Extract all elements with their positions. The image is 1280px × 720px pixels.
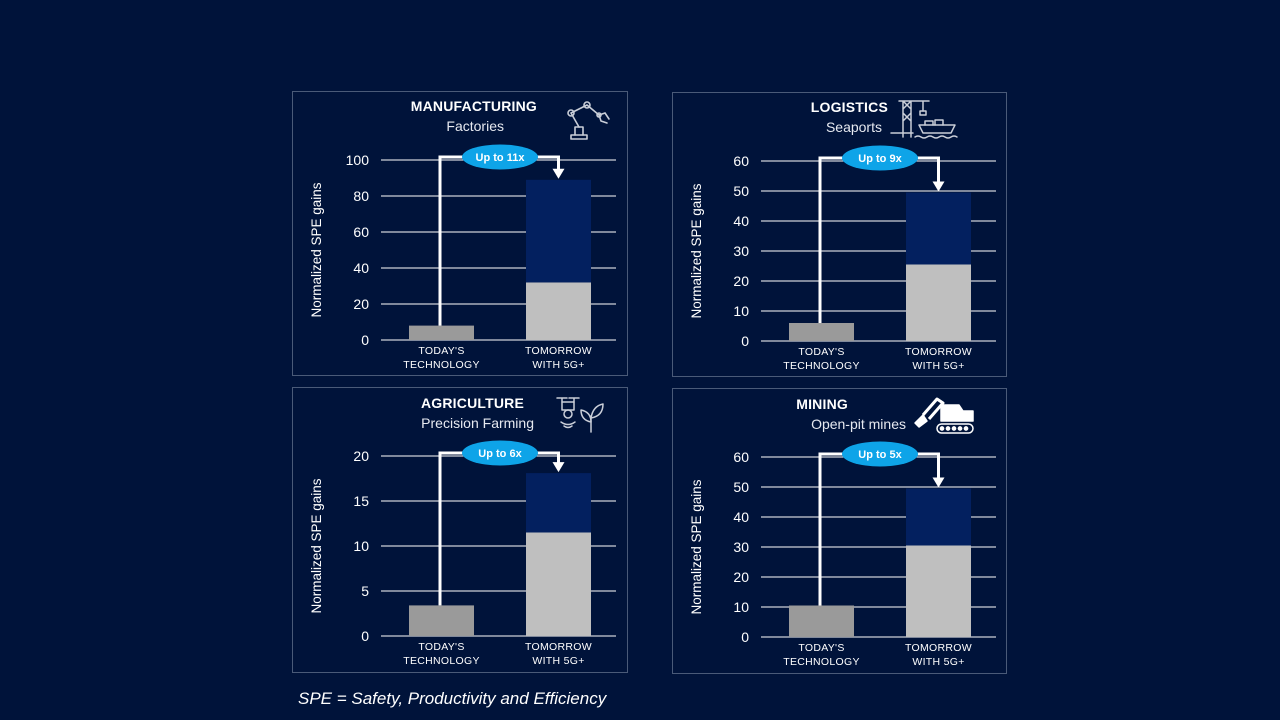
x-category-label: WITH 5G+ — [912, 656, 964, 668]
x-category-label: TODAY'S — [418, 345, 464, 357]
y-tick-label: 15 — [353, 493, 369, 509]
bar-today — [409, 605, 474, 636]
y-axis-label: Normalized SPE gains — [689, 479, 704, 614]
bar-tomorrow-base — [526, 532, 591, 636]
y-tick-label: 10 — [733, 303, 749, 319]
excavator-icon — [914, 397, 974, 434]
x-category-label: WITH 5G+ — [532, 655, 584, 667]
chart-subtitle: Seaports — [825, 119, 882, 135]
y-axis-label: Normalized SPE gains — [309, 182, 324, 317]
growth-badge — [842, 145, 918, 171]
y-axis-label: Normalized SPE gains — [689, 183, 704, 318]
growth-arrowhead — [932, 477, 945, 488]
chart-subtitle: Factories — [446, 118, 504, 134]
y-tick-label: 50 — [733, 479, 749, 495]
y-tick-label: 10 — [353, 538, 369, 554]
chart-subtitle: Precision Farming — [421, 415, 534, 431]
chart-subtitle: Open-pit mines — [811, 416, 906, 432]
chart-manufacturing: 0 20 40 60 80 100 Normalized SPE gains TODAY'S T… — [309, 144, 616, 371]
growth-badge — [462, 144, 538, 170]
x-category-label: TODAY'S — [798, 346, 844, 358]
growth-arrowhead — [932, 181, 945, 192]
chart-title: MANUFACTURING — [410, 98, 537, 114]
robot-arm-icon — [567, 101, 610, 140]
growth-badge — [462, 440, 538, 466]
y-tick-label: 40 — [733, 213, 749, 229]
seaport-crane-icon — [890, 100, 958, 139]
x-category-label: TOMORROW — [905, 642, 972, 654]
y-tick-label: 40 — [733, 509, 749, 525]
growth-badge — [842, 441, 918, 467]
chart-mining: 0 10 20 30 40 50 60 Normalized SPE gains TODAY'S… — [689, 441, 996, 668]
x-category-label: TECHNOLOGY — [783, 360, 860, 372]
y-tick-label: 0 — [361, 332, 369, 348]
chart-panel-logistics: LOGISTICS Seaports 0 10 20 30 40 50 60 Normaliz… — [672, 92, 1007, 377]
y-tick-label: 60 — [733, 449, 749, 465]
y-tick-label: 5 — [361, 583, 369, 599]
drone-plant-icon — [556, 397, 604, 433]
bar-tomorrow-base — [906, 545, 971, 637]
footnote: SPE = Safety, Productivity and Efficienc… — [298, 689, 607, 708]
y-tick-label: 20 — [733, 569, 749, 585]
bar-tomorrow-base — [526, 282, 591, 340]
y-tick-label: 60 — [733, 153, 749, 169]
y-tick-label: 0 — [741, 629, 749, 645]
chart-panel-manufacturing: MANUFACTURING Factories 0 20 40 60 80 100 Norm… — [292, 91, 628, 376]
bar-tomorrow-gain — [526, 473, 591, 533]
chart-agriculture: 0 5 10 15 20 Normalized SPE gains TODAY'S TECHN… — [309, 440, 616, 667]
x-category-label: TOMORROW — [525, 345, 592, 357]
growth-arrowhead — [552, 168, 565, 179]
x-category-label: TECHNOLOGY — [403, 359, 480, 371]
y-tick-label: 60 — [353, 224, 369, 240]
x-category-label: TOMORROW — [905, 346, 972, 358]
growth-badge-label: Up to 9x — [858, 153, 902, 165]
x-category-label: TOMORROW — [525, 641, 592, 653]
x-category-label: WITH 5G+ — [912, 360, 964, 372]
bar-tomorrow-gain — [906, 192, 971, 265]
y-tick-label: 20 — [733, 273, 749, 289]
bar-today — [409, 325, 474, 340]
y-tick-label: 30 — [733, 243, 749, 259]
x-category-label: TODAY'S — [418, 641, 464, 653]
bar-tomorrow-gain — [906, 488, 971, 546]
y-tick-label: 80 — [353, 188, 369, 204]
y-tick-label: 10 — [733, 599, 749, 615]
bar-tomorrow-gain — [526, 179, 591, 283]
y-tick-label: 50 — [733, 183, 749, 199]
y-tick-label: 20 — [353, 296, 369, 312]
chart-panel-mining: MINING Open-pit mines 0 10 20 30 40 50 60 Norma… — [672, 388, 1007, 674]
chart-title: MINING — [796, 396, 848, 412]
chart-logistics: 0 10 20 30 40 50 60 Normalized SPE gains TODAY'S… — [689, 145, 996, 372]
chart-title: AGRICULTURE — [420, 395, 524, 411]
bar-tomorrow-base — [906, 264, 971, 341]
chart-title: LOGISTICS — [810, 99, 888, 115]
y-tick-label: 40 — [353, 260, 369, 276]
chart-panel-agriculture: AGRICULTURE Precision Farming 0 5 10 15 20 No… — [292, 387, 628, 673]
x-category-label: TECHNOLOGY — [403, 655, 480, 667]
x-category-label: TODAY'S — [798, 642, 844, 654]
y-tick-label: 100 — [346, 152, 370, 168]
y-tick-label: 20 — [353, 448, 369, 464]
growth-badge-label: Up to 11x — [476, 152, 526, 164]
y-tick-label: 0 — [741, 333, 749, 349]
y-tick-label: 0 — [361, 628, 369, 644]
growth-badge-label: Up to 6x — [478, 448, 522, 460]
bar-today — [789, 323, 854, 341]
y-tick-label: 30 — [733, 539, 749, 555]
growth-badge-label: Up to 5x — [858, 449, 902, 461]
bar-today — [789, 605, 854, 637]
x-category-label: TECHNOLOGY — [783, 656, 860, 668]
growth-arrowhead — [552, 462, 565, 473]
y-axis-label: Normalized SPE gains — [309, 478, 324, 613]
x-category-label: WITH 5G+ — [532, 359, 584, 371]
